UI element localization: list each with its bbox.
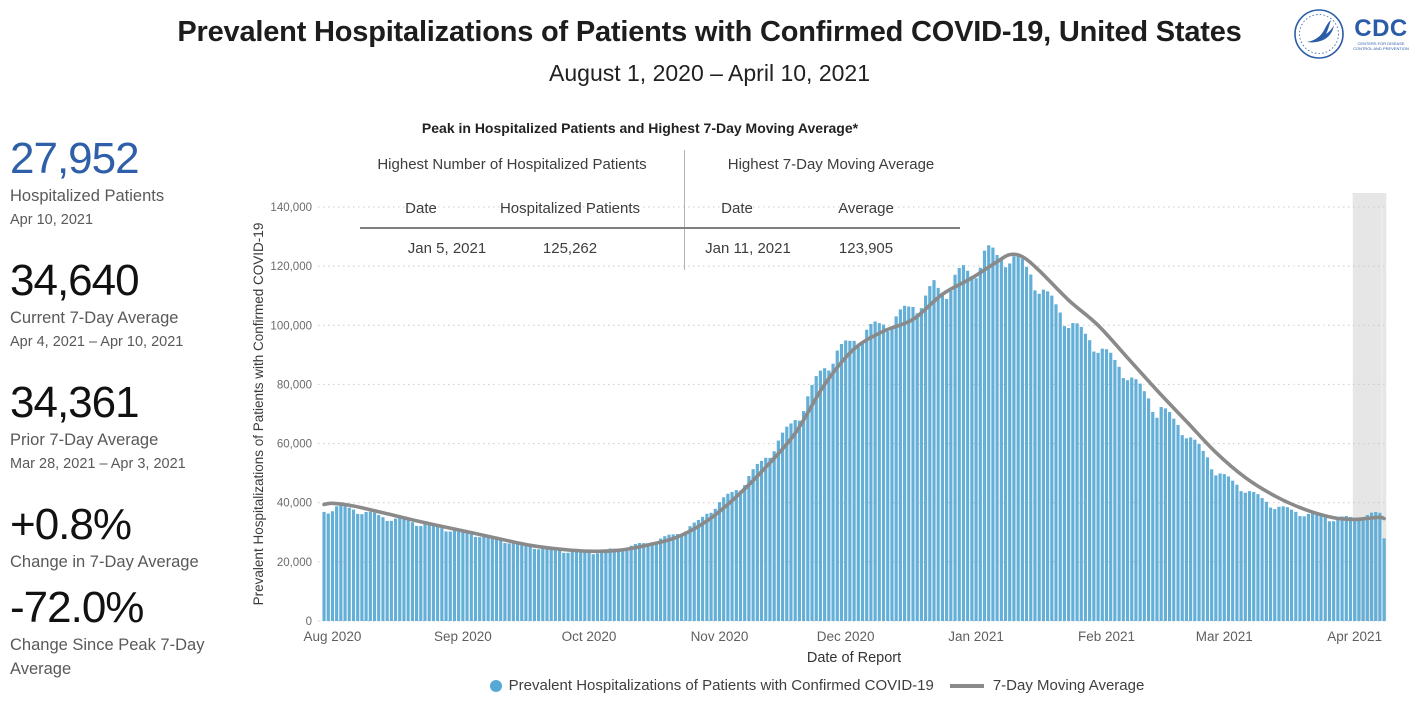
svg-text:80,000: 80,000 (277, 379, 312, 391)
stat-date-range: Mar 28, 2021 – Apr 3, 2021 (10, 456, 186, 472)
stat-label: Change in 7-Day Average (10, 553, 199, 571)
legend-bar-label: Prevalent Hospitalizations of Patients w… (508, 677, 934, 694)
page-subtitle: August 1, 2020 – April 10, 2021 (549, 60, 870, 86)
stat-value: -72.0% (10, 583, 144, 632)
svg-text:0: 0 (306, 616, 312, 628)
stat-label: Change Since Peak 7-Day Average (10, 636, 205, 678)
cdc-logo-subtext-2: CONTROL AND PREVENTION (1353, 46, 1409, 51)
peak-table-date-1: Jan 5, 2021 (407, 240, 487, 257)
stat-current-7day-average: 34,640 Current 7-Day Average Apr 4, 2021… (10, 256, 262, 354)
svg-text:60,000: 60,000 (277, 439, 312, 451)
svg-text:Nov 2020: Nov 2020 (691, 629, 749, 644)
cdc-logo-subtext-1: CENTERS FOR DISEASE (1357, 41, 1405, 46)
stats-panel: 27,952 Hospitalized Patients Apr 10, 202… (10, 134, 262, 690)
svg-text:Feb 2021: Feb 2021 (1078, 629, 1135, 644)
chart-legend: Prevalent Hospitalizations of Patients w… (252, 677, 1382, 694)
svg-text:Oct 2020: Oct 2020 (562, 629, 617, 644)
cdc-logo-text: CDC (1354, 15, 1408, 42)
peak-table-value-2: 123,905 (838, 240, 894, 257)
stat-date: Apr 10, 2021 (10, 212, 94, 228)
svg-text:Sep 2020: Sep 2020 (434, 629, 492, 644)
svg-text:20,000: 20,000 (277, 557, 312, 569)
stat-value: 27,952 (10, 134, 140, 183)
stat-label: Hospitalized Patients (10, 187, 165, 205)
peak-table-group-2-header: Highest 7-Day Moving Average (727, 156, 935, 173)
peak-table-col-average: Average (838, 200, 894, 217)
hhs-logo-icon (1294, 9, 1344, 59)
agency-logos: CDC CENTERS FOR DISEASE CONTROL AND PREV… (1293, 8, 1409, 60)
stat-label: Current 7-Day Average (10, 309, 179, 327)
svg-text:Aug 2020: Aug 2020 (304, 629, 362, 644)
peak-table-col-date-1: Date (405, 200, 437, 217)
svg-text:Mar 2021: Mar 2021 (1196, 629, 1253, 644)
svg-text:120,000: 120,000 (270, 261, 312, 273)
stat-value: +0.8% (10, 500, 132, 549)
line-series-swatch-icon (949, 683, 984, 688)
page-title: Prevalent Hospitalizations of Patients w… (177, 16, 1242, 48)
peak-table-value-1: 125,262 (542, 240, 598, 257)
peak-table-rule (360, 227, 960, 229)
peak-table-date-2: Jan 11, 2021 (705, 240, 791, 257)
stat-prior-7day-average: 34,361 Prior 7-Day Average Mar 28, 2021 … (10, 378, 262, 476)
peak-table-col-date-2: Date (721, 200, 753, 217)
peak-table: Peak in Hospitalized Patients and Highes… (360, 120, 960, 272)
stat-hospitalized-patients: 27,952 Hospitalized Patients Apr 10, 202… (10, 134, 262, 232)
stat-value: 34,361 (10, 378, 140, 427)
stat-value: 34,640 (10, 256, 140, 305)
bar-series-dot-icon (489, 679, 502, 692)
peak-table-title: Peak in Hospitalized Patients and Highes… (421, 120, 859, 136)
stat-label: Prior 7-Day Average (10, 431, 159, 449)
svg-text:Jan 2021: Jan 2021 (948, 629, 1004, 644)
svg-text:Dec 2020: Dec 2020 (817, 629, 875, 644)
legend-line-label: 7-Day Moving Average (992, 677, 1145, 694)
stat-date-range: Apr 4, 2021 – Apr 10, 2021 (10, 334, 184, 350)
y-axis-title: Prevalent Hospitalizations of Patients w… (251, 223, 266, 606)
peak-table-group-1-header: Highest Number of Hospitalized Patients (377, 156, 647, 173)
stat-change-7day-average: +0.8% Change in 7-Day Average (10, 500, 262, 574)
svg-text:Apr 2021: Apr 2021 (1327, 629, 1382, 644)
cdc-logo: CDC CENTERS FOR DISEASE CONTROL AND PREV… (1353, 15, 1409, 52)
peak-table-col-hospitalized: Hospitalized Patients (499, 200, 641, 217)
peak-table-divider (684, 150, 685, 270)
stat-change-since-peak: -72.0% Change Since Peak 7-Day Average (10, 583, 262, 681)
x-axis-title: Date of Report (806, 650, 902, 666)
svg-text:140,000: 140,000 (270, 202, 312, 214)
svg-text:40,000: 40,000 (277, 498, 312, 510)
svg-text:100,000: 100,000 (270, 320, 312, 332)
